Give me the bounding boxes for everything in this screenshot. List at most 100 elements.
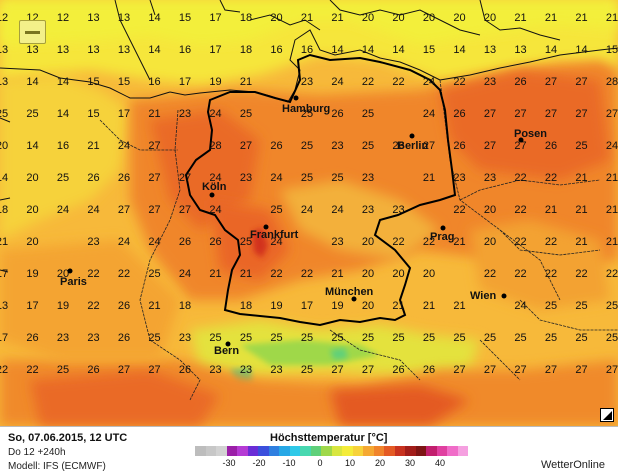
grid-value: 20 (362, 12, 374, 24)
grid-value: 25 (270, 204, 282, 216)
grid-value: 26 (26, 332, 38, 344)
grid-value: 26 (209, 236, 221, 248)
scale-tick: -30 (222, 458, 236, 468)
grid-value: 14 (453, 44, 465, 56)
grid-value: 27 (453, 364, 465, 376)
grid-value: 22 (514, 268, 526, 280)
grid-value: 25 (545, 300, 557, 312)
grid-value: 25 (575, 140, 587, 152)
city-label-koeln: Köln (202, 181, 227, 193)
menu-button[interactable] (19, 20, 46, 44)
city-dot-muenchen (351, 296, 357, 302)
grid-value: 26 (118, 300, 130, 312)
grid-value: 21 (606, 172, 618, 184)
grid-value: 18 (240, 44, 252, 56)
grid-value: 23 (362, 204, 374, 216)
grid-value: 25 (362, 332, 374, 344)
weather-map: 1212121313141517182021212020202020212121… (0, 0, 618, 426)
grid-value: 13 (0, 300, 8, 312)
grid-value: 25 (148, 268, 160, 280)
grid-value: 26 (545, 140, 557, 152)
scale-tick: 30 (404, 458, 416, 468)
grid-value: 25 (301, 364, 313, 376)
scale-swatch (342, 446, 353, 456)
grid-value: 24 (331, 76, 343, 88)
grid-value: 20 (26, 204, 38, 216)
grid-value: 27 (575, 76, 587, 88)
grid-value: 14 (148, 44, 160, 56)
grid-value: 25 (240, 332, 252, 344)
grid-value: 16 (270, 44, 282, 56)
grid-value: 27 (148, 364, 160, 376)
grid-value: 27 (606, 364, 618, 376)
grid-value: 19 (26, 268, 38, 280)
grid-value: 22 (423, 236, 435, 248)
grid-value: 17 (209, 44, 221, 56)
grid-value: 14 (57, 76, 69, 88)
grid-value: 22 (545, 268, 557, 280)
grid-value: 26 (87, 364, 99, 376)
grid-value: 22 (270, 268, 282, 280)
scale-swatch (352, 446, 363, 456)
grid-value: 27 (240, 140, 252, 152)
grid-value: 17 (179, 76, 191, 88)
grid-value: 22 (392, 236, 404, 248)
grid-value: 25 (240, 108, 252, 120)
grid-value: 23 (270, 364, 282, 376)
grid-value: 14 (0, 172, 8, 184)
grid-value: 25 (545, 332, 557, 344)
grid-value: 20 (0, 140, 8, 152)
country-borders (99, 79, 618, 401)
city-dot-frankfurt (263, 224, 269, 230)
scale-swatch (363, 446, 374, 456)
grid-value: 23 (484, 76, 496, 88)
grid-value: 22 (0, 364, 8, 376)
scale-swatch (436, 446, 447, 456)
grid-value: 20 (270, 12, 282, 24)
grid-value: 27 (148, 172, 160, 184)
grid-value: 16 (301, 44, 313, 56)
grid-value: 15 (179, 12, 191, 24)
grid-value: 27 (514, 140, 526, 152)
grid-value: 25 (209, 332, 221, 344)
grid-value: 24 (514, 300, 526, 312)
grid-value: 22 (392, 76, 404, 88)
grid-value: 24 (209, 108, 221, 120)
grid-value: 27 (423, 140, 435, 152)
grid-value: 14 (57, 108, 69, 120)
grid-value: 21 (148, 108, 160, 120)
city-dot-wien (501, 293, 507, 299)
grid-value: 21 (545, 12, 557, 24)
scale-swatch (279, 446, 290, 456)
scale-swatch (205, 446, 216, 456)
expand-corner-icon[interactable] (600, 408, 614, 422)
grid-value: 25 (240, 236, 252, 248)
grid-value: 21 (575, 236, 587, 248)
scale-swatch (457, 446, 468, 456)
grid-value: 20 (392, 268, 404, 280)
grid-value: 22 (606, 268, 618, 280)
menu-bar-icon (25, 31, 40, 34)
grid-value: 24 (209, 204, 221, 216)
legend-title: Höchsttemperatur [°C] (270, 432, 388, 444)
grid-value: 14 (575, 44, 587, 56)
scale-swatch (268, 446, 279, 456)
grid-value: 21 (423, 172, 435, 184)
grid-value: 18 (240, 12, 252, 24)
grid-value: 25 (514, 332, 526, 344)
grid-value: 21 (331, 268, 343, 280)
grid-value: 12 (0, 12, 8, 24)
grid-value: 20 (484, 12, 496, 24)
grid-value: 20 (423, 268, 435, 280)
scale-tick: 40 (434, 458, 446, 468)
grid-value: 21 (575, 204, 587, 216)
model-label: Modell: IFS (ECMWF) (8, 461, 106, 472)
city-dot-hamburg (293, 95, 299, 101)
grid-value: 19 (270, 300, 282, 312)
color-scale (195, 446, 468, 456)
grid-value: 13 (0, 44, 8, 56)
grid-value: 23 (87, 332, 99, 344)
scale-tick: 10 (344, 458, 356, 468)
city-label-bern: Bern (214, 345, 239, 357)
grid-value: 18 (240, 300, 252, 312)
